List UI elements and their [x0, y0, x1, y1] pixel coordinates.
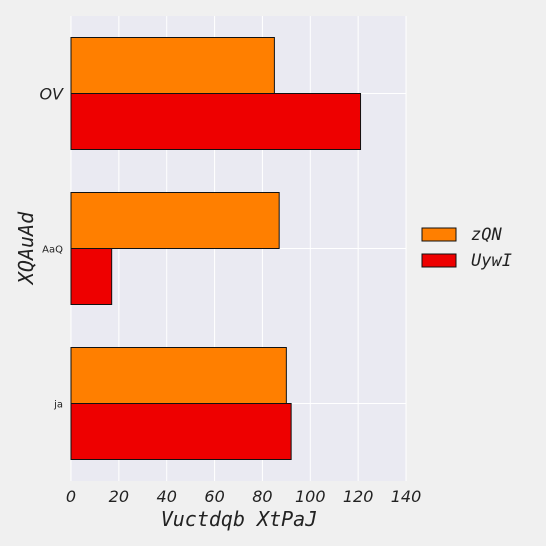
legend-swatch-uywi	[421, 253, 457, 268]
legend: zQN UywI	[421, 225, 512, 271]
y-tick-label: OV	[39, 85, 64, 104]
x-tick-labels: 0 20 40 60 80 100 120 140	[66, 487, 421, 506]
y-tick-labels: ja AaQ OV	[39, 85, 64, 411]
x-tick-label: 20	[109, 487, 129, 506]
x-tick-label: 60	[204, 487, 224, 506]
x-axis-label: Vuctdqb XtPaJ	[161, 507, 318, 531]
legend-swatch-zqn	[421, 227, 457, 242]
bar-uywi-ja	[70, 403, 292, 460]
x-tick-label: 100	[295, 487, 326, 506]
x-tick-label: 80	[252, 487, 272, 506]
x-tick-label: 140	[391, 487, 422, 506]
x-tick-label: 40	[157, 487, 177, 506]
x-tick-label: 120	[343, 487, 374, 506]
bars	[70, 37, 362, 460]
bar-zqn-ov	[70, 37, 275, 94]
bar-uywi-aaq	[70, 248, 113, 305]
y-tick-label: ja	[53, 400, 63, 411]
bar-zqn-ja	[70, 347, 287, 404]
y-axis-label: XQAuAd	[14, 211, 38, 286]
bar-zqn-aaq	[70, 192, 280, 249]
legend-label-zqn: zQN	[471, 225, 502, 245]
legend-label-uywi: UywI	[471, 251, 512, 271]
bar-uywi-ov	[70, 93, 362, 150]
y-tick-label: AaQ	[42, 245, 63, 256]
x-tick-label: 0	[66, 487, 76, 506]
